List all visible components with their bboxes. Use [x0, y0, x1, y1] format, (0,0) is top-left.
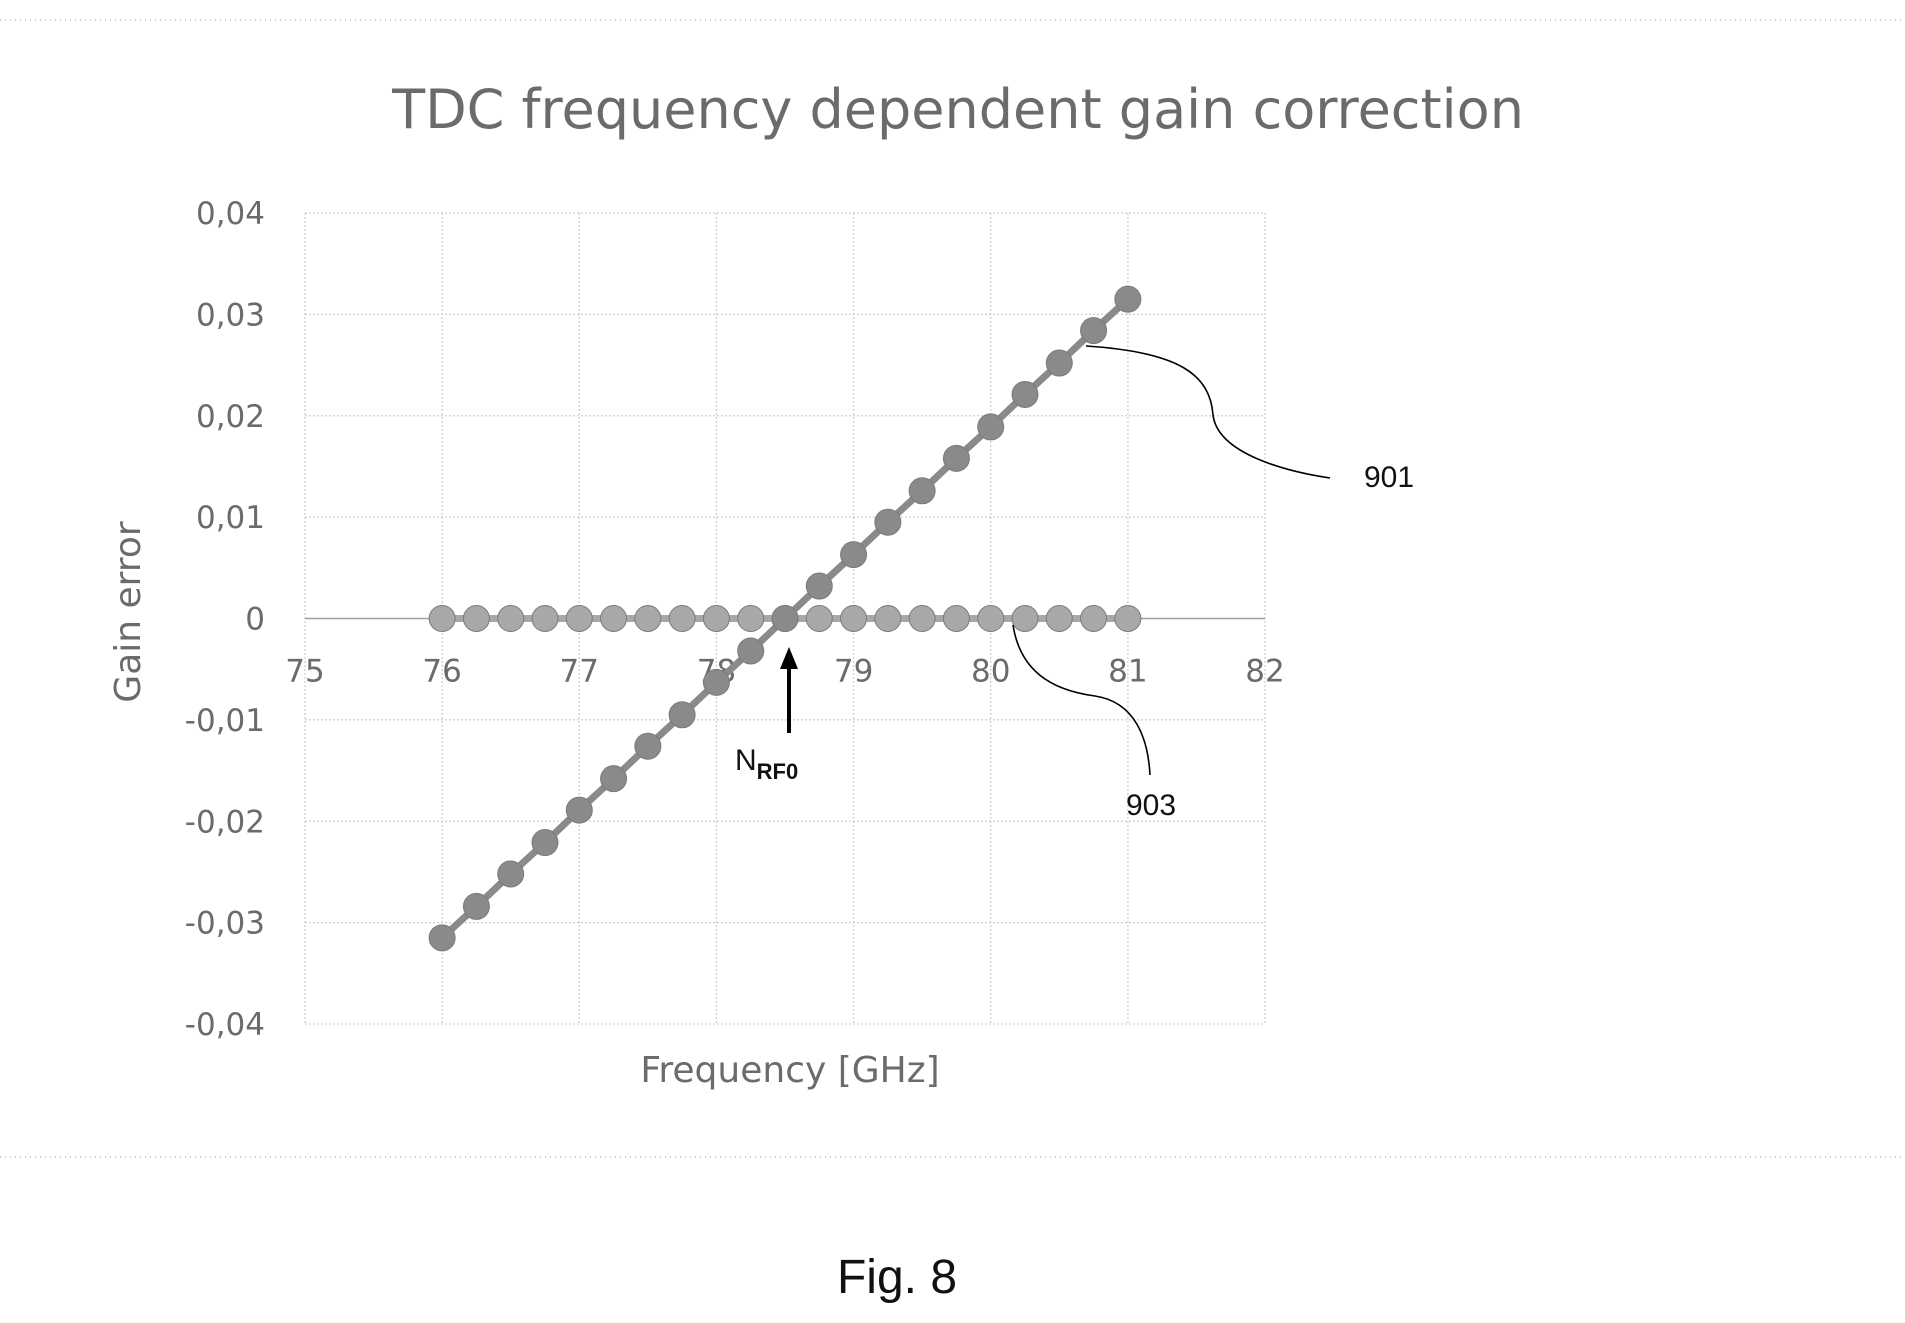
nrf0-marker: NRF0 — [735, 647, 798, 784]
data-point — [1011, 380, 1039, 408]
data-point — [668, 605, 696, 632]
data-point — [737, 637, 765, 665]
data-point — [908, 605, 936, 632]
data-point — [565, 605, 593, 632]
y-tick-label: -0,02 — [185, 804, 265, 840]
data-point — [737, 605, 765, 632]
data-point — [497, 860, 525, 888]
data-point — [634, 732, 662, 760]
x-tick-label: 80 — [971, 654, 1010, 690]
data-point — [1114, 605, 1142, 632]
data-point — [428, 924, 456, 952]
data-point — [1080, 605, 1108, 632]
data-point — [1080, 317, 1108, 345]
leader-line-901 — [1085, 345, 1331, 479]
data-point — [771, 605, 799, 632]
y-tick-label: 0,02 — [196, 399, 265, 435]
data-point — [497, 605, 525, 632]
data-point — [600, 765, 628, 793]
data-point — [600, 605, 628, 632]
plot-area — [428, 285, 1142, 952]
x-tick-label: 81 — [1108, 654, 1147, 690]
data-point — [1114, 285, 1142, 313]
data-point — [1011, 605, 1039, 632]
data-point — [1045, 349, 1073, 377]
data-point — [668, 701, 696, 729]
data-point — [874, 605, 902, 632]
x-tick-label: 82 — [1245, 654, 1284, 690]
data-point — [702, 605, 730, 632]
x-tick-label: 77 — [560, 654, 599, 690]
data-point — [942, 444, 970, 472]
x-tick-label: 75 — [285, 654, 324, 690]
data-point — [531, 829, 559, 857]
y-tick-label: 0,01 — [196, 500, 265, 536]
y-tick-label: -0,01 — [185, 703, 265, 739]
data-point — [428, 605, 456, 632]
y-tick-label: 0,03 — [196, 297, 265, 333]
figure-caption: Fig. 8 — [837, 1251, 957, 1304]
leader-line-903 — [1012, 624, 1151, 776]
series-901 — [428, 285, 1142, 952]
nrf0-subscript: RF0 — [757, 759, 799, 784]
chart-title: TDC frequency dependent gain correction — [391, 78, 1524, 141]
data-point — [702, 668, 730, 696]
data-point — [942, 605, 970, 632]
data-point — [908, 477, 936, 505]
data-point — [565, 796, 593, 824]
data-point — [840, 605, 868, 632]
callout-label-903: 903 — [1126, 789, 1176, 822]
nrf0-label: NRF0 — [735, 744, 798, 784]
y-tick-label: 0,04 — [196, 196, 265, 232]
data-point — [874, 508, 902, 536]
x-tick-label: 76 — [422, 654, 461, 690]
y-axis-title: Gain error — [108, 521, 149, 703]
data-point — [531, 605, 559, 632]
data-point — [840, 541, 868, 569]
y-tick-label: -0,03 — [185, 906, 265, 942]
data-point — [805, 572, 833, 600]
data-point — [462, 892, 490, 920]
y-tick-label: 0 — [245, 602, 265, 638]
data-point — [977, 413, 1005, 441]
x-axis-title: Frequency [GHz] — [640, 1050, 939, 1091]
y-axis-ticks: 0,04 0,03 0,02 0,01 0 -0,01 -0,02 -0,03 -0,04 — [185, 196, 265, 1043]
data-point — [634, 605, 662, 632]
data-point — [462, 605, 490, 632]
x-tick-label: 79 — [834, 654, 873, 690]
data-point — [805, 605, 833, 632]
data-point — [977, 605, 1005, 632]
callout-label-901: 901 — [1364, 461, 1414, 494]
y-tick-label: -0,04 — [185, 1007, 265, 1043]
data-point — [1045, 605, 1073, 632]
nrf0-arrow-head — [780, 647, 798, 669]
